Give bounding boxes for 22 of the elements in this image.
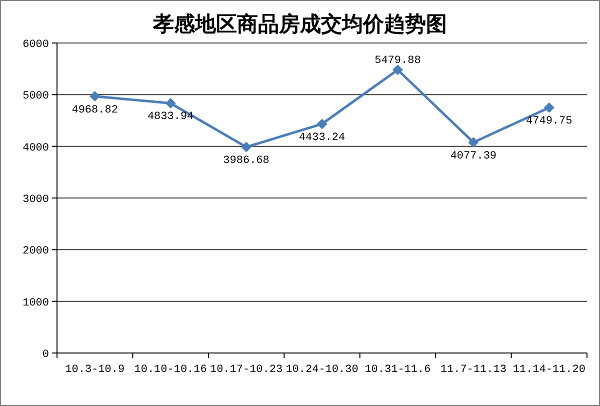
- ytick-label: 6000: [22, 39, 49, 51]
- data-label: 4968.82: [72, 104, 118, 116]
- ytick-label: 1000: [22, 297, 49, 310]
- data-label: 4833.94: [147, 111, 194, 124]
- xtick-label: 11.14-11.20: [512, 364, 586, 376]
- data-label: 3986.68: [223, 155, 270, 168]
- ytick-label: 2000: [22, 246, 49, 258]
- ytick-label: 0: [42, 349, 49, 361]
- data-label: 4749.75: [526, 116, 572, 128]
- ytick-label: 3000: [22, 194, 49, 206]
- title: 孝感地区商品房成交均价趋势图: [153, 12, 447, 36]
- data-label: 5479.88: [374, 54, 421, 67]
- ytick-label: 4000: [22, 142, 49, 154]
- xtick-label: 10.3-10.9: [65, 364, 125, 376]
- xtick-label: 10.24-10.30: [286, 364, 358, 376]
- data-label: 4433.24: [298, 132, 346, 144]
- data-label: 4077.39: [450, 150, 497, 162]
- xtick-label: 10.17-10.23: [210, 364, 283, 376]
- xtick-label: 10.10-10.16: [134, 364, 207, 376]
- ytick-label: 5000: [22, 90, 49, 103]
- xtick-label: 11.7-11.13: [440, 364, 506, 376]
- xtick-label: 10.31-11.6: [364, 364, 431, 376]
